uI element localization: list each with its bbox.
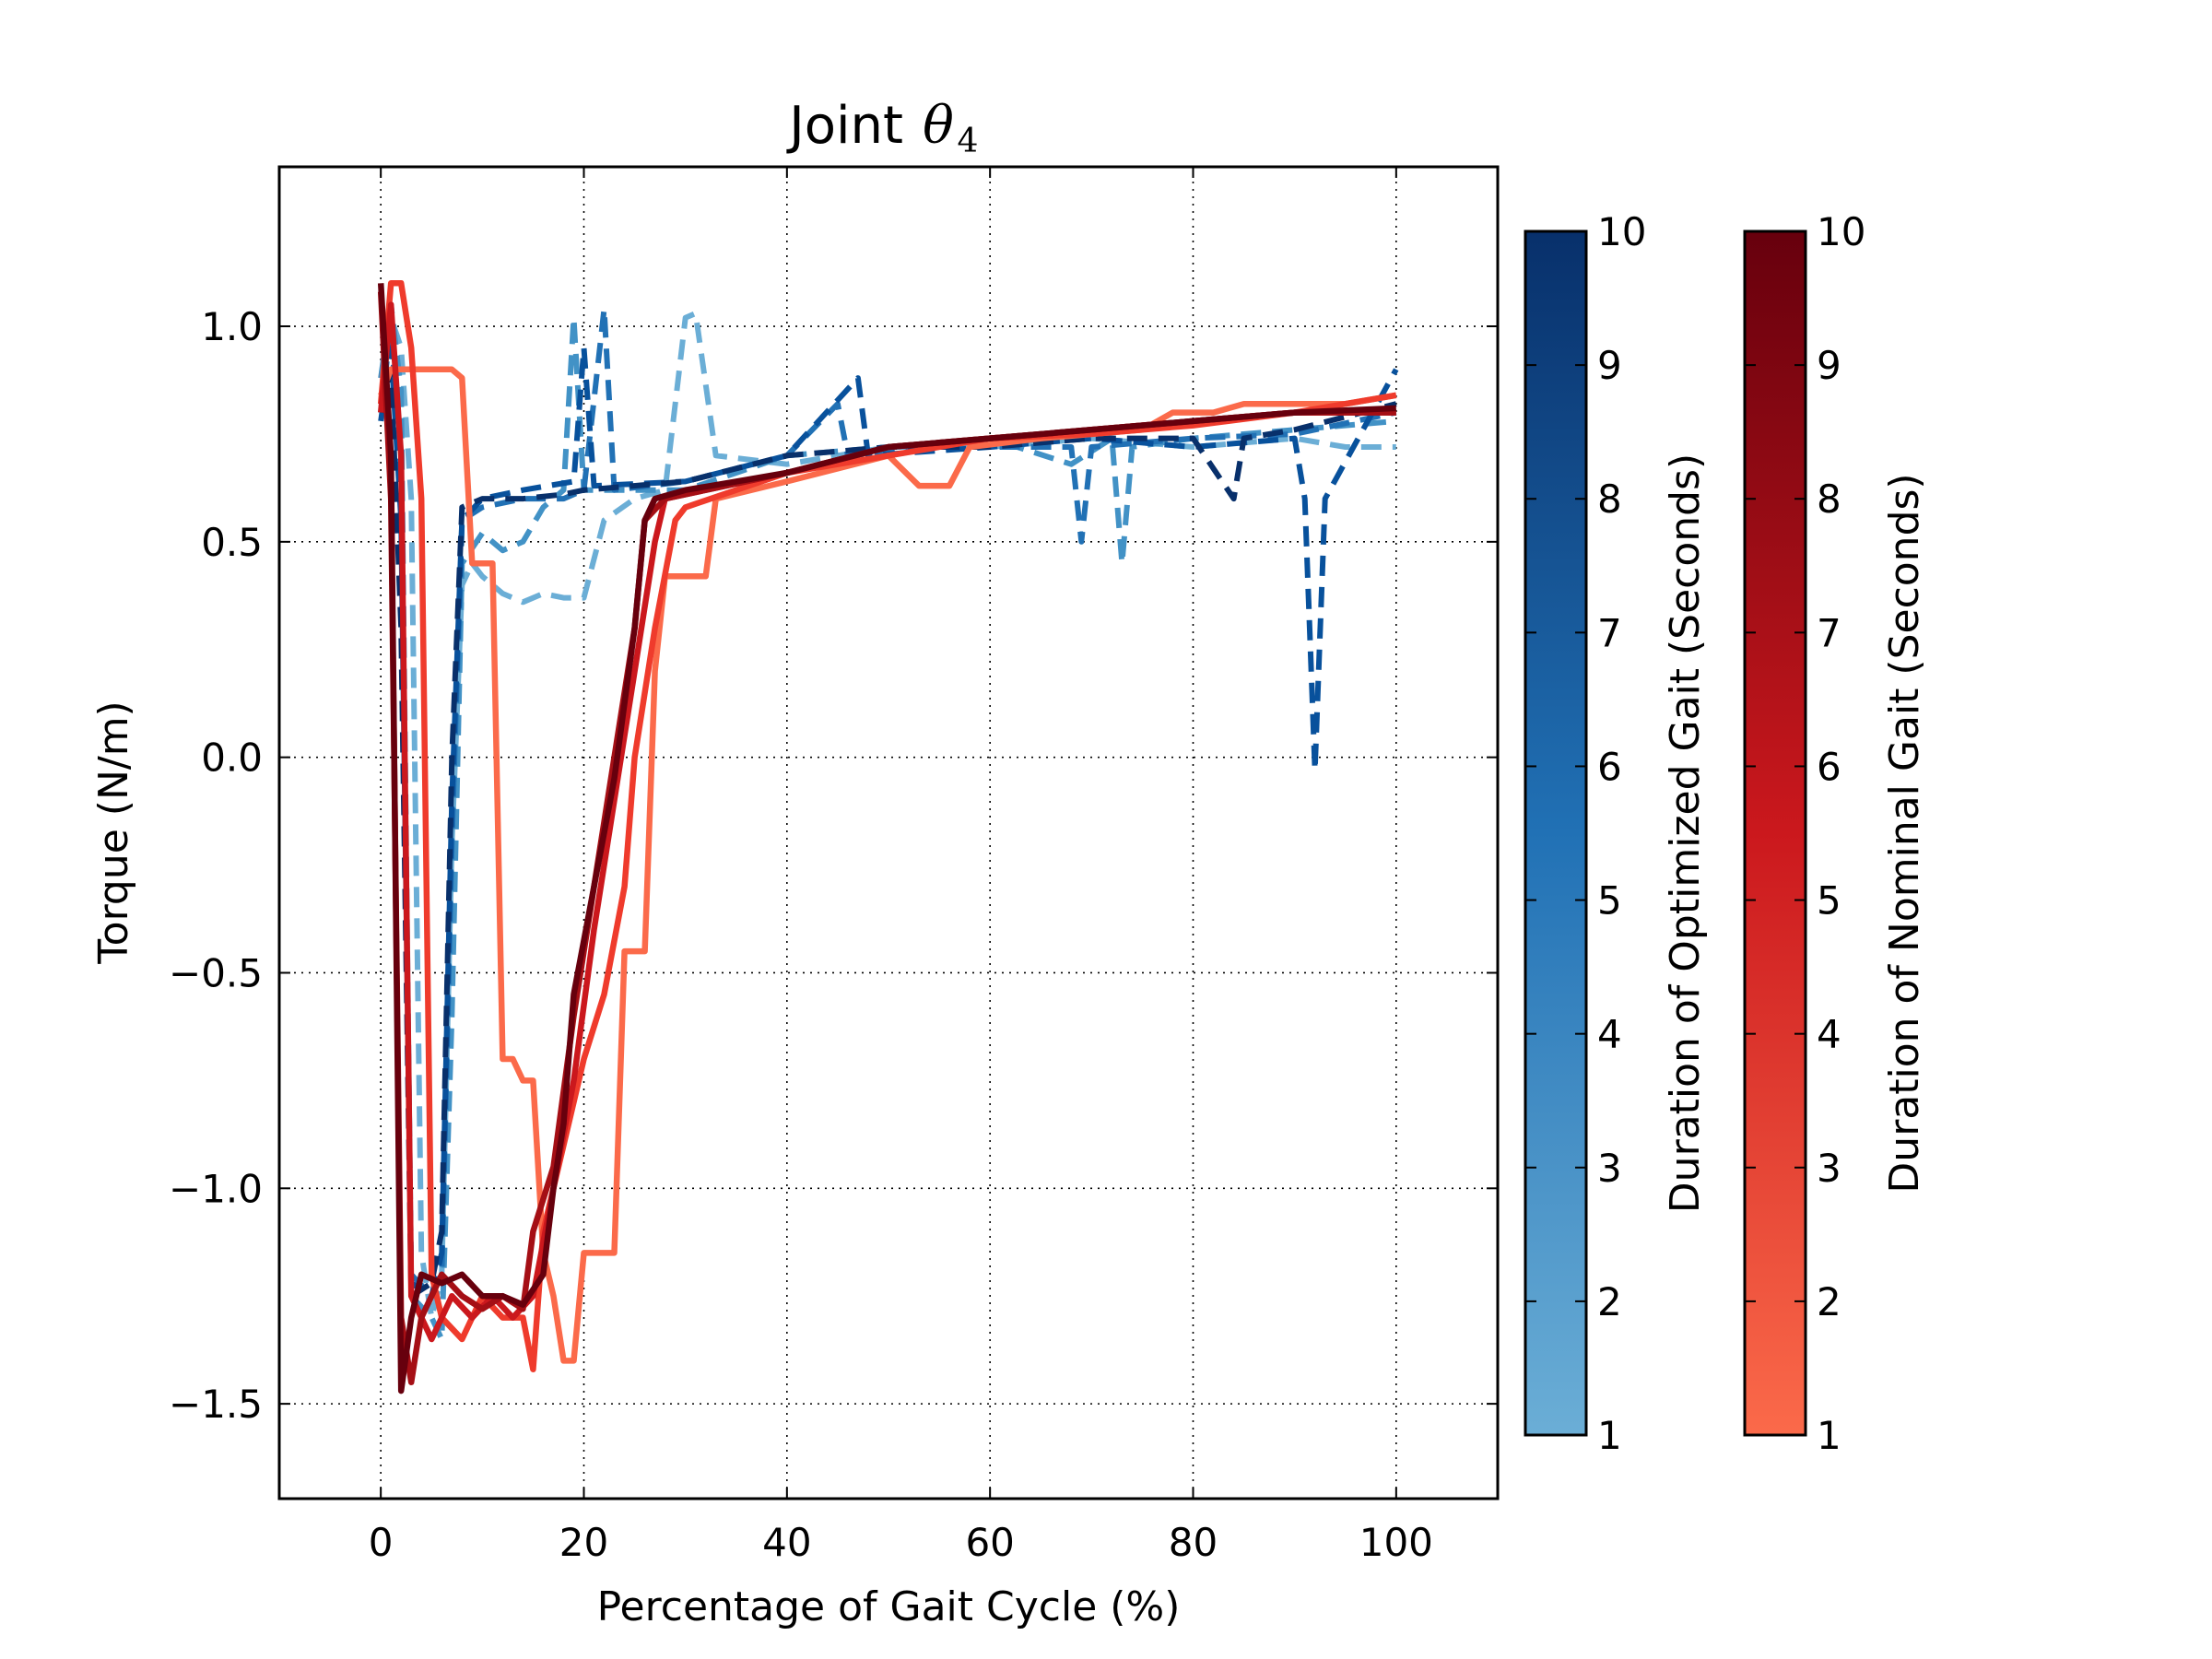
colorbar-tick-label: 6: [1597, 744, 1622, 789]
colorbar-tick-label: 4: [1817, 1012, 1841, 1057]
colorbar-tick-label: 9: [1597, 343, 1622, 388]
colorbar-tick-label: 10: [1817, 209, 1865, 254]
colorbar-tick-label: 1: [1597, 1413, 1622, 1458]
y-tick-label: −0.5: [169, 950, 263, 995]
y-tick-label: −1.5: [169, 1382, 263, 1427]
x-tick-label: 80: [1169, 1520, 1218, 1565]
chart-title-subscript: 4: [958, 123, 979, 160]
colorbar-tick-label: 2: [1817, 1279, 1841, 1324]
x-tick-label: 40: [762, 1520, 811, 1565]
x-tick-label: 100: [1359, 1520, 1433, 1565]
colorbar-tick-label: 9: [1817, 343, 1841, 388]
colorbar-tick-label: 8: [1817, 477, 1841, 522]
y-tick-label: 0.5: [201, 520, 263, 565]
y-axis-title: Torque (N/m): [90, 700, 137, 964]
chart-title-symbol: θ: [923, 96, 954, 156]
colorbar-tick-label: 7: [1597, 610, 1622, 655]
colorbar-tick-label: 3: [1597, 1146, 1622, 1191]
chart-title: Joint: [786, 96, 903, 156]
x-tick-label: 60: [965, 1520, 1014, 1565]
series-line-optimized-8: [378, 345, 1399, 1300]
colorbar-tick-label: 5: [1597, 878, 1622, 924]
series-line-optimized-10: [378, 366, 1397, 1300]
colorbar-optimized-ticks: 1 2 3 4 5 6 7 8 9 10: [1525, 209, 1646, 1458]
colorbar-tick-label: 5: [1817, 878, 1841, 924]
plot-frame: [277, 165, 1500, 1500]
y-tick-label: −1.0: [169, 1166, 263, 1211]
plot-ticks: 0 20 40 60 80 100 −1.5 −1.0 −0.5 0.0 0.5 1.0: [169, 167, 1498, 1565]
colorbar-tick-label: 8: [1597, 477, 1622, 522]
x-tick-label: 0: [369, 1520, 394, 1565]
colorbar-nominal-scale: [1743, 229, 1807, 1437]
colorbar-nominal-ticks: 1 2 3 4 5 6 7 8 9 10: [1745, 209, 1865, 1458]
colorbar-tick-label: 1: [1817, 1413, 1841, 1458]
colorbar-optimized-label: Duration of Optimized Gait (Seconds): [1662, 453, 1709, 1213]
y-tick-label: 0.0: [201, 735, 263, 781]
series-line-nominal-10: [377, 283, 1396, 1394]
colorbar-optimized: 1 2 3 4 5 6 7 8 9 10 Duration of Optimized Gait (…: [1524, 209, 1709, 1458]
y-tick-label: 1.0: [201, 304, 263, 349]
colorbar-tick-label: 3: [1817, 1146, 1841, 1191]
colorbar-nominal-label: Duration of Nominal Gait (Seconds): [1881, 473, 1928, 1193]
x-axis-title: Percentage of Gait Cycle (%): [597, 1583, 1181, 1630]
colorbar-tick-label: 2: [1597, 1279, 1622, 1324]
colorbar-nominal: 1 2 3 4 5 6 7 8 9 10 Duration of Nominal Gait (Se…: [1743, 209, 1928, 1458]
colorbar-tick-label: 7: [1817, 610, 1841, 655]
plot-series: [377, 280, 1399, 1394]
x-tick-label: 20: [559, 1520, 608, 1565]
series-line-nominal-3: [377, 280, 1397, 1372]
colorbar-tick-label: 4: [1597, 1012, 1622, 1057]
colorbar-tick-label: 10: [1597, 209, 1646, 254]
colorbar-optimized-scale: [1524, 229, 1588, 1437]
colorbar-tick-label: 6: [1817, 744, 1841, 789]
